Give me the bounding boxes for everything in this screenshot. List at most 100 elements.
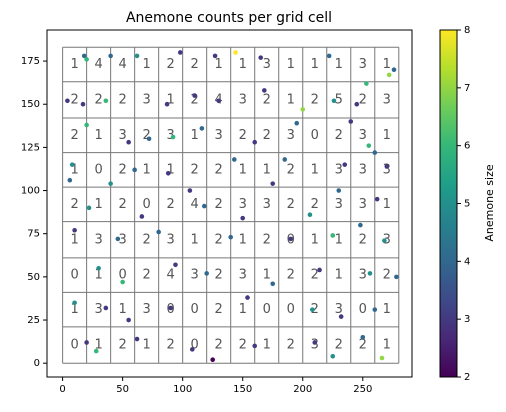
cell-count: 1 [94,128,102,143]
cell-count: 1 [94,268,102,283]
cell-count: 2 [359,232,367,247]
point [126,317,131,323]
point [192,93,197,98]
point [72,227,77,233]
cell-count: 2 [335,338,343,353]
y-tick-label: 25 [27,315,40,326]
point [80,101,86,107]
cell-count: 3 [239,268,247,283]
y-tick-label: 0 [34,358,40,369]
cell-count: 0 [70,338,78,353]
point [164,101,170,107]
cell-count: 1 [167,162,175,177]
cell-count: 0 [359,302,367,317]
cell-count: 1 [239,302,247,317]
colorbar-tick-label: 5 [464,199,470,210]
cell-count: 0 [287,302,295,317]
cell-count: 1 [143,338,151,353]
cell-count: 2 [287,268,295,283]
point [108,181,113,186]
x-tick-label: 250 [353,384,372,395]
cell-count: 1 [383,57,391,72]
point [139,214,145,219]
point [65,98,70,104]
point [282,157,288,162]
cell-count: 1 [94,197,102,212]
cell-count: 1 [119,302,127,317]
point [288,236,294,242]
cell-count: 1 [383,302,391,317]
point [199,126,205,131]
point [331,98,337,104]
cell-count: 3 [191,268,199,283]
point [86,205,92,211]
cell-count: 1 [263,162,271,177]
cell-count: 1 [335,232,343,247]
point [317,267,322,273]
point [240,215,246,221]
point [294,120,300,126]
cell-count: 0 [143,197,151,212]
cell-count: 3 [119,232,127,247]
point [307,212,313,218]
point [382,238,387,243]
cell-count: 1 [311,162,319,177]
point [367,271,373,276]
cell-count: 2 [215,162,223,177]
cell-count: 2 [383,268,391,283]
cell-count: 2 [167,197,175,212]
point [330,353,336,359]
point [310,307,315,312]
cell-count: 2 [143,232,151,247]
cell-count: 2 [70,128,78,143]
cell-count: 4 [167,268,175,283]
point [84,57,89,62]
colorbar-tick-label: 3 [464,314,470,325]
cell-count: 2 [215,338,223,353]
y-tick-label: 175 [21,56,40,67]
cell-count: 2 [119,197,127,212]
chart-title: Anemone counts per grid cell [126,10,332,26]
cell-count: 3 [383,92,391,107]
cell-count: 2 [167,57,175,72]
cell-count: 1 [191,128,199,143]
cell-count: 1 [70,232,78,247]
cell-count: 1 [311,232,319,247]
cell-count: 1 [143,162,151,177]
point [84,122,89,128]
x-tick-label: 100 [173,384,192,395]
point [245,295,250,300]
point [372,307,378,312]
y-tick-label: 125 [21,142,40,153]
point [210,357,215,363]
cell-count: 1 [383,338,391,353]
point [204,271,209,276]
point [348,119,354,124]
point [270,181,276,186]
cell-count: 2 [94,92,102,107]
cell-count: 3 [359,57,367,72]
point [96,265,101,271]
cell-count: 2 [239,338,247,353]
cell-count: 1 [191,232,199,247]
colorbar-label: Anemone size [483,164,496,242]
point [232,157,237,162]
point [108,53,113,59]
cell-count: 3 [359,162,367,177]
cell-count: 0 [94,162,102,177]
cell-count: 2 [311,92,319,107]
cell-count: 2 [215,232,223,247]
point [391,67,397,73]
point [336,188,342,193]
cell-count: 3 [335,197,343,212]
x-tick-label: 150 [233,384,252,395]
point [173,262,178,268]
cell-count: 3 [94,232,102,247]
point [312,340,318,345]
cell-count: 3 [94,302,102,317]
cell-count: 3 [287,128,295,143]
point [372,150,378,155]
cell-count: 3 [143,302,151,317]
cell-count: 4 [119,57,127,72]
point [258,55,264,60]
